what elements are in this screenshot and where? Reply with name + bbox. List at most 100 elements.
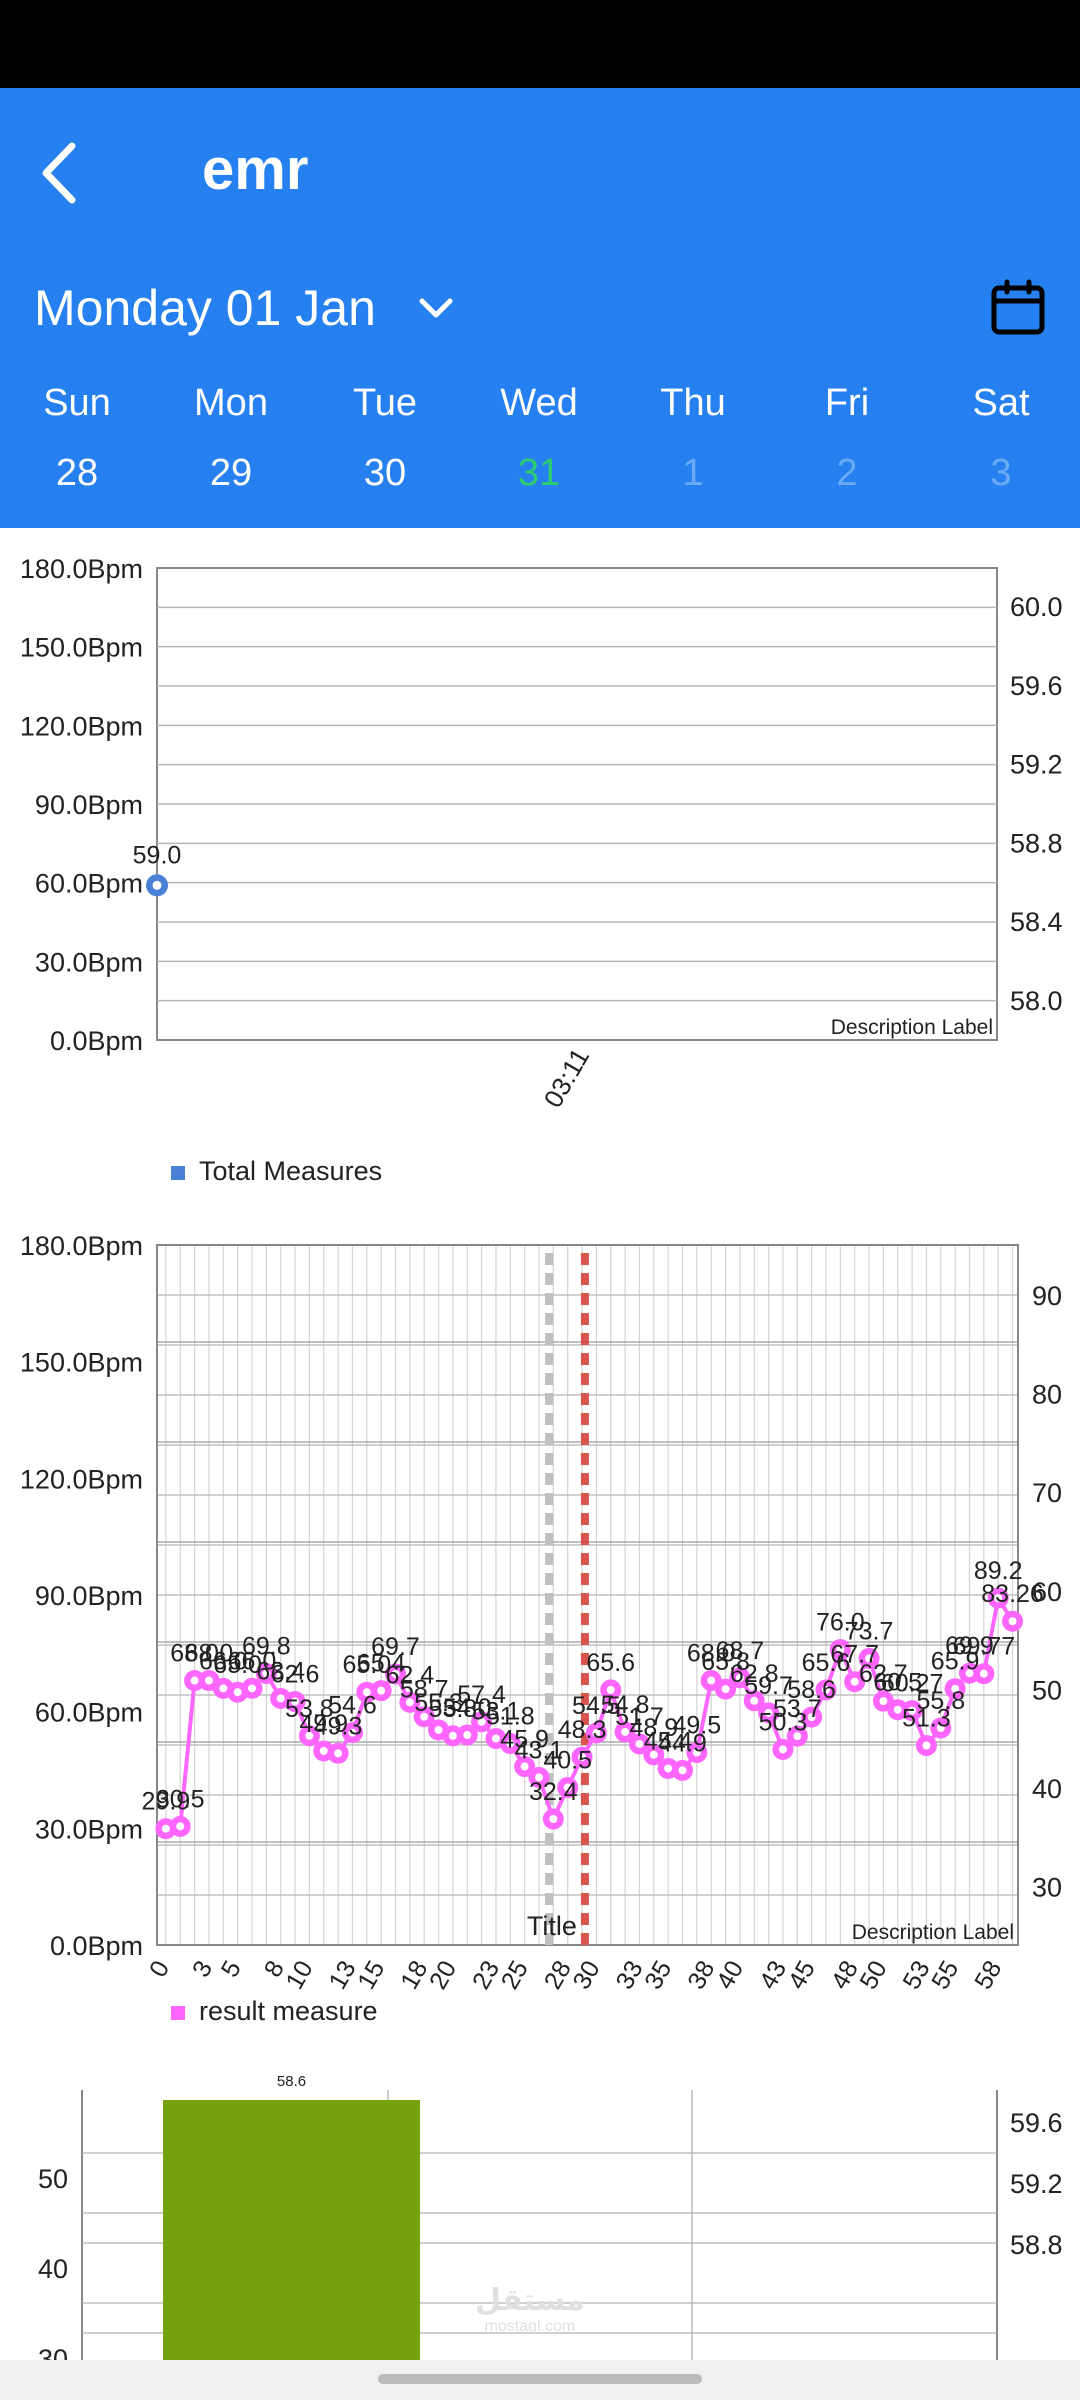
watermark-main: مستقل — [475, 2284, 585, 2317]
data-point-core — [463, 1731, 472, 1739]
y2-axis-label: 40 — [1032, 1774, 1062, 1804]
data-point-core — [592, 1729, 601, 1738]
data-point-core — [606, 1685, 615, 1694]
data-label: 66.0 — [199, 1647, 248, 1675]
total-measures-chart[interactable]: 180.0Bpm 150.0Bpm 120.0Bpm 90.0Bpm 60.0Bpm 30… — [0, 530, 1080, 1210]
bar — [163, 2100, 420, 2360]
data-label: 40.5 — [543, 1747, 592, 1775]
date-selector[interactable]: Monday 01 Jan — [34, 273, 458, 343]
watermark: مستقل mostaql.com — [475, 2286, 585, 2340]
day-mon[interactable]: Mon 29 — [154, 378, 308, 498]
data-point-core — [506, 1739, 515, 1748]
data-point-core — [152, 880, 162, 890]
data-label: 55.3 — [414, 1689, 463, 1717]
day-name: Sun — [43, 382, 111, 424]
y2-axis-label: 59.2 — [1010, 2169, 1063, 2199]
data-label: 60.5 — [873, 1669, 922, 1697]
x-tick-label: 15 — [352, 1956, 390, 1994]
data-point-core — [578, 1753, 587, 1762]
data-point-core — [735, 1673, 744, 1682]
data-point-core — [276, 1694, 285, 1703]
y2-axis-label: 90 — [1032, 1281, 1062, 1311]
x-tick-label: 10 — [280, 1956, 318, 1994]
result-measure-chart[interactable]: 180.0Bpm150.0Bpm120.0Bpm90.0Bpm60.0Bpm30… — [0, 1210, 1080, 2050]
x-tick-label: 30 — [567, 1956, 605, 1994]
data-point-core — [936, 1724, 945, 1732]
data-label: 65.6 — [586, 1649, 635, 1677]
calendar-icon[interactable] — [988, 278, 1048, 338]
y-axis-label: 180.0Bpm — [20, 1231, 143, 1261]
day-name: Tue — [352, 382, 418, 424]
y-axis-label: 30.0Bpm — [35, 1814, 143, 1844]
data-point-core — [420, 1712, 429, 1721]
data-label: 58.6 — [787, 1676, 836, 1704]
data-label: 65.8 — [701, 1648, 750, 1676]
day-number: 30 — [363, 452, 407, 494]
back-icon[interactable] — [30, 128, 90, 218]
data-label: 89.2 — [974, 1557, 1023, 1585]
date-label: Monday 01 Jan — [34, 280, 376, 336]
data-label: 68.0 — [185, 1640, 234, 1668]
y2-axis-label: 59.2 — [1010, 750, 1063, 780]
legend-swatch — [171, 2006, 185, 2020]
day-number: 28 — [55, 452, 99, 494]
data-point-core — [778, 1745, 787, 1754]
bar-value-label: 58.6 — [277, 2073, 306, 2090]
data-point-core — [750, 1696, 759, 1705]
data-point-core — [549, 1815, 558, 1823]
day-name: Sat — [972, 382, 1030, 424]
y2-axis-label: 60 — [1032, 1577, 1062, 1607]
y-axis-label: 0.0Bpm — [50, 1026, 143, 1056]
data-label: 68.0 — [170, 1640, 219, 1668]
data-label: 60.27 — [881, 1670, 944, 1698]
data-point-core — [707, 1676, 716, 1685]
chevron-down-icon[interactable] — [414, 286, 458, 330]
y2-axis-label: 58.8 — [1010, 828, 1063, 858]
data-point-core — [190, 1676, 199, 1685]
data-label: 62.7 — [859, 1660, 908, 1688]
data-label: 54.5 — [572, 1692, 621, 1720]
y-axis-label: 30.0Bpm — [35, 947, 143, 977]
data-label: 49.9 — [299, 1710, 348, 1738]
data-point-core — [219, 1684, 228, 1693]
data-point-core — [491, 1734, 500, 1743]
day-thu[interactable]: Thu 1 — [616, 378, 770, 498]
data-point-core — [233, 1688, 242, 1697]
data-point-core — [319, 1746, 328, 1755]
data-label: 53.1 — [472, 1698, 521, 1726]
data-label: 62.4 — [386, 1661, 435, 1689]
data-label: 65.9 — [931, 1648, 980, 1676]
data-label: 30.5 — [156, 1785, 205, 1813]
day-name: Fri — [824, 382, 870, 424]
description-label: Description Label — [852, 1921, 1014, 1944]
data-label: 65.6 — [802, 1649, 851, 1677]
data-point-core — [520, 1762, 529, 1771]
week-strip: Sun 28 Mon 29 Tue 30 Wed 31 Thu 1 Fri 2 … — [0, 378, 1080, 518]
data-point-core — [563, 1783, 572, 1792]
data-point-core — [377, 1686, 386, 1695]
day-name: Mon — [194, 382, 268, 424]
data-label: 68.7 — [716, 1637, 765, 1665]
x-tick-label: 58 — [969, 1956, 1007, 1994]
day-tue[interactable]: Tue 30 — [308, 378, 462, 498]
day-fri[interactable]: Fri 2 — [770, 378, 924, 498]
data-point-core — [994, 1594, 1003, 1603]
day-name: Thu — [660, 382, 726, 424]
day-sat[interactable]: Sat 3 — [924, 378, 1078, 498]
home-indicator[interactable] — [378, 2374, 702, 2384]
data-point-core — [893, 1705, 902, 1714]
x-tick-label: 50 — [854, 1956, 892, 1994]
x-tick-label: 55 — [926, 1956, 964, 1994]
data-label: 49.3 — [314, 1712, 363, 1740]
data-point-core — [204, 1676, 213, 1685]
data-point-core — [161, 1824, 170, 1833]
bar-chart[interactable]: 50 40 30 59.6 59.2 58.8 58.6 — [0, 2060, 1080, 2360]
day-wed[interactable]: Wed 31 — [462, 378, 616, 498]
y-axis-label: 90.0Bpm — [35, 790, 143, 820]
day-sun[interactable]: Sun 28 — [0, 378, 154, 498]
data-label: 69.8 — [242, 1633, 291, 1661]
data-point-core — [922, 1741, 931, 1750]
data-label: 62.8 — [730, 1660, 779, 1688]
y2-axis-label: 60.0 — [1010, 592, 1063, 622]
app-header: emr Monday 01 Jan Sun 28 Mon 29 Tue 30 W… — [0, 88, 1080, 528]
